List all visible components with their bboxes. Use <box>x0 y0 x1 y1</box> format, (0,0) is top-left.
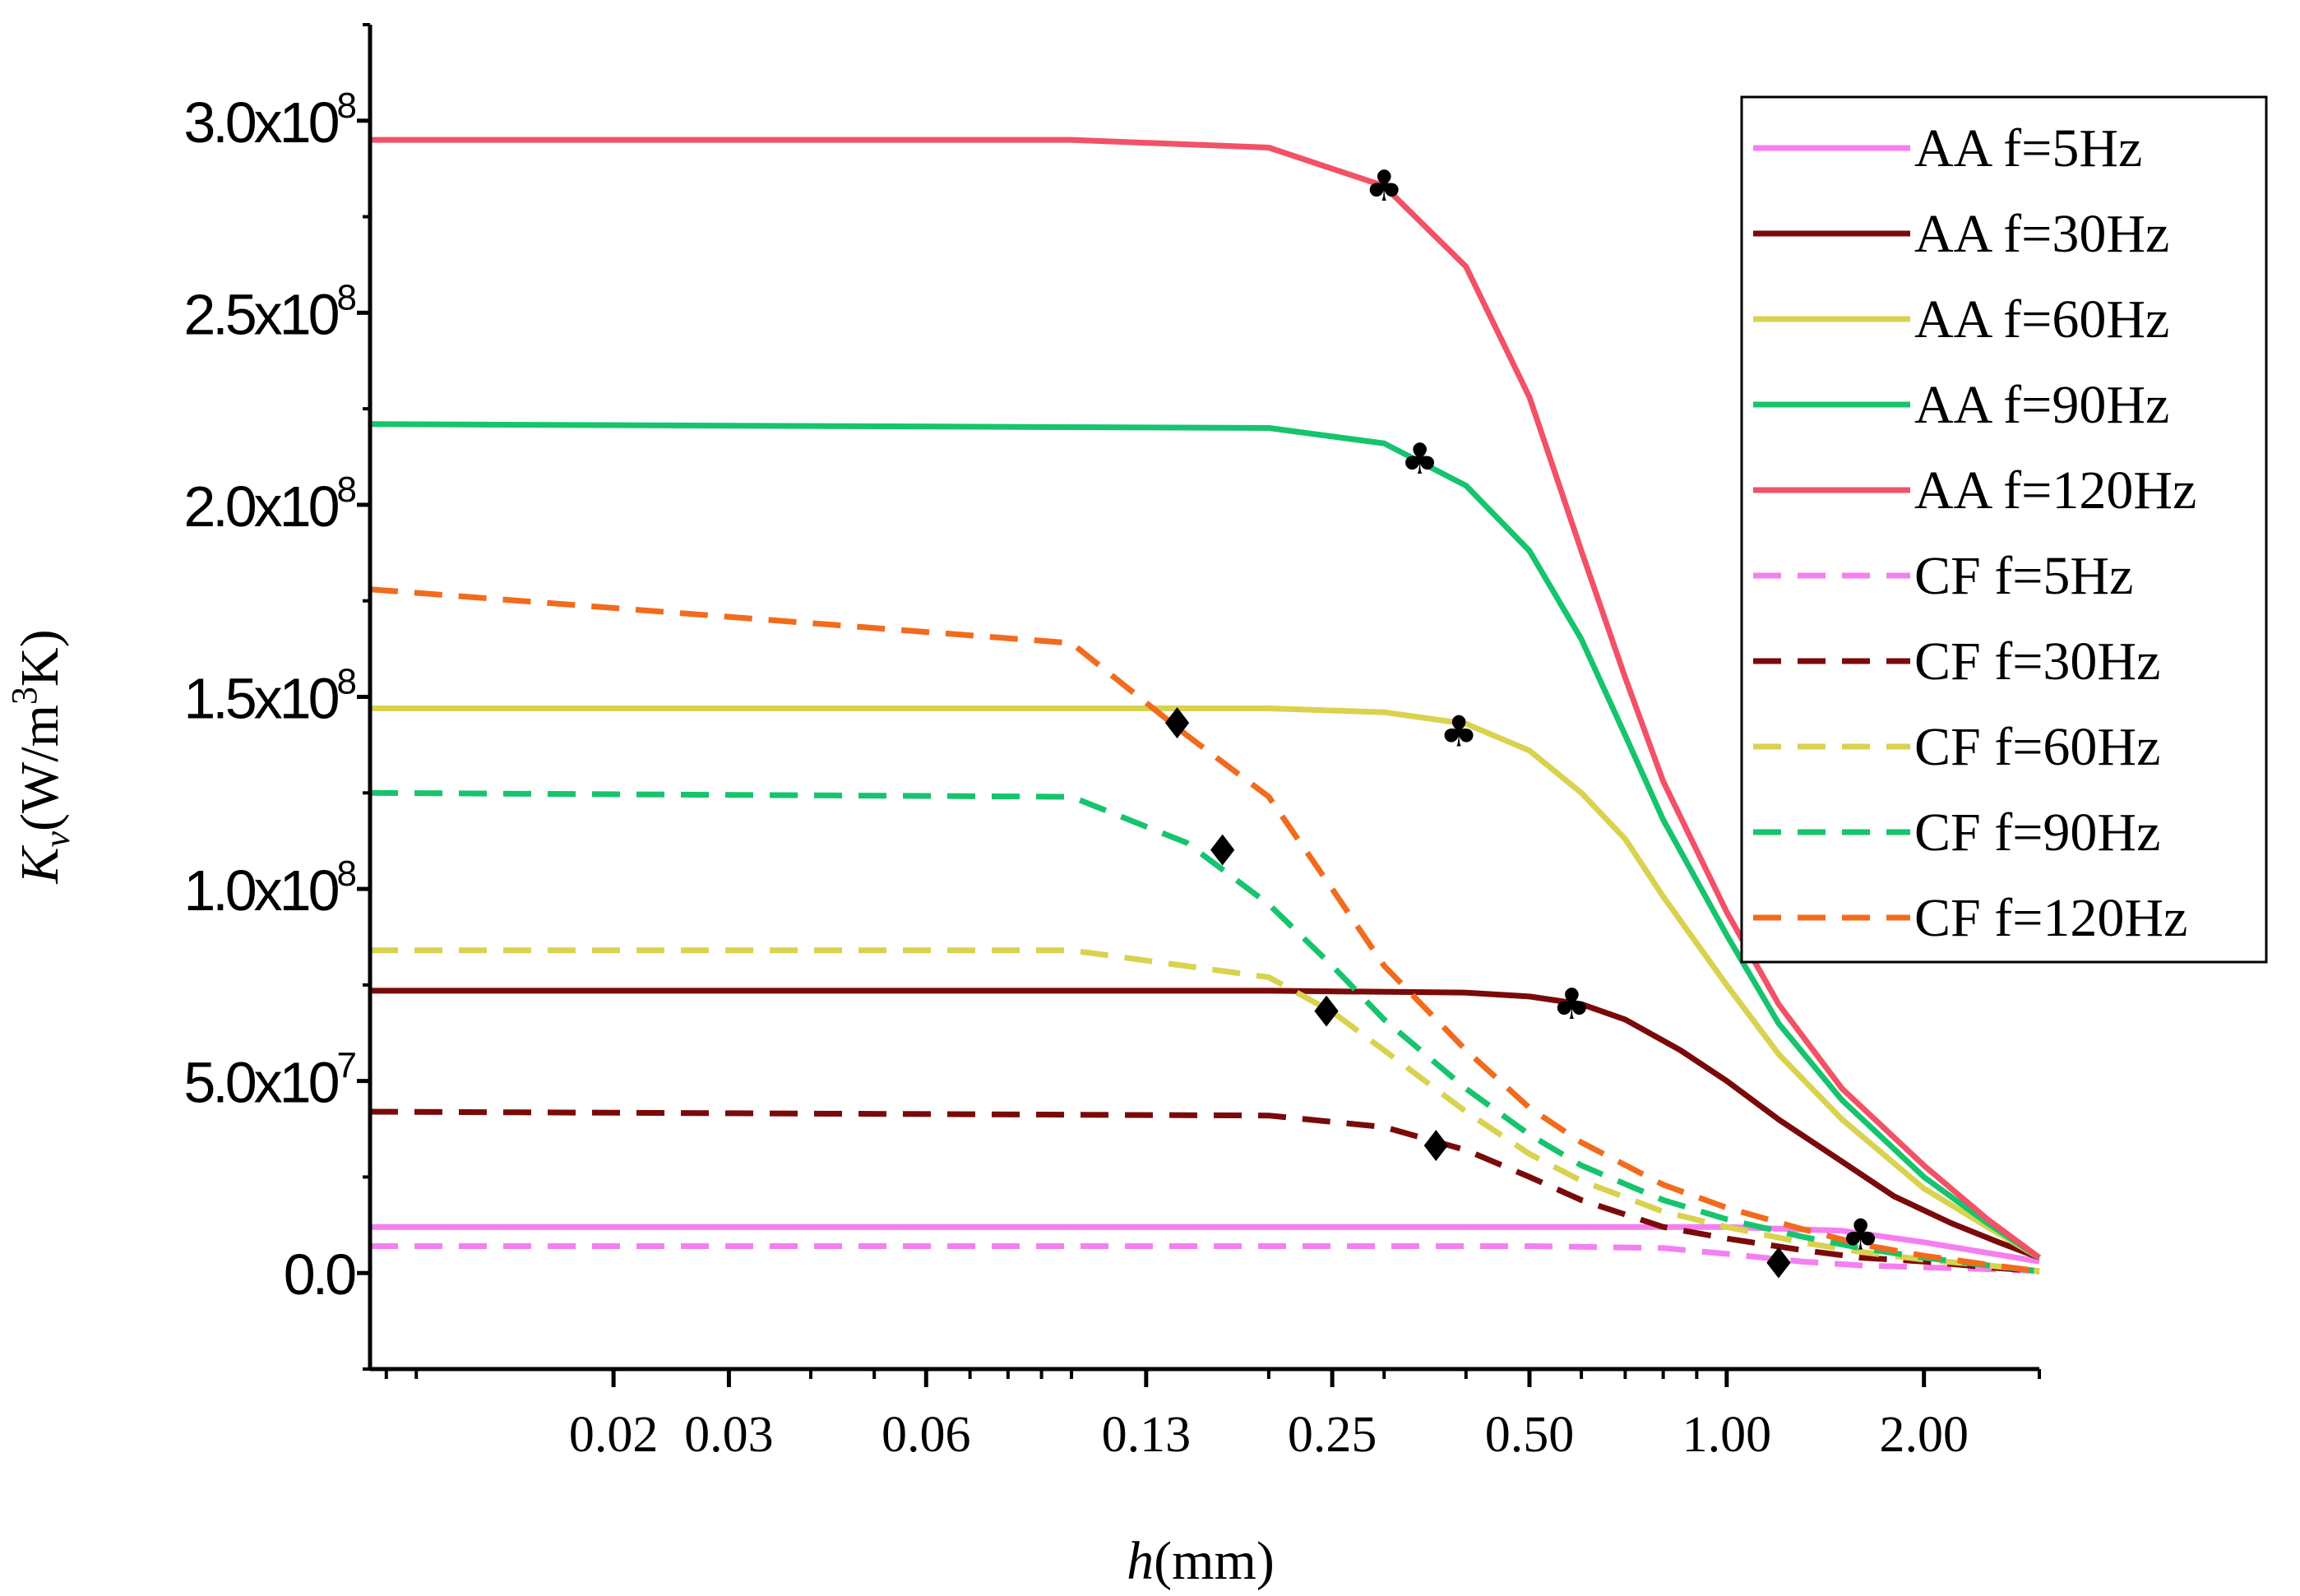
series-line-3 <box>369 421 2041 1261</box>
marker-layer: ♣ ♣ ♣ ♣ ♣ ♦ ♦ ♦ ♦ ♦ <box>1158 162 1880 1288</box>
legend-label-0: AA f=5Hz <box>1914 118 2142 178</box>
x-axis-title: h(mm) <box>1127 1531 1275 1591</box>
diamond-marker-5: ♦ <box>1158 700 1196 749</box>
club-marker-2: ♣ <box>1440 708 1479 757</box>
legend: AA f=5Hz AA f=30Hz AA f=60Hz AA f=90Hz AA f=… <box>1740 95 2268 964</box>
legend-label-5: CF f=5Hz <box>1914 546 2133 606</box>
y-tick-label-5: 2.5x108 <box>183 277 355 346</box>
x-tick-label-3: 0.13 <box>1102 1407 1192 1463</box>
y-tick-label-6: 3.0x108 <box>183 86 355 155</box>
diamond-marker-7: ♦ <box>1307 988 1346 1038</box>
club-marker-4: ♣ <box>1841 1211 1880 1261</box>
x-tick-label-7: 2.00 <box>1879 1407 1969 1463</box>
series-line-5 <box>370 1243 2040 1274</box>
y-axis-title: Kv(W/m3K) <box>4 629 77 884</box>
series-line-7 <box>370 947 2040 1274</box>
legend-label-1: AA f=30Hz <box>1914 204 2169 264</box>
y-tick-label-3: 1.5x108 <box>183 662 355 731</box>
series-line-6 <box>369 1108 2040 1274</box>
diamond-marker-8: ♦ <box>1417 1122 1455 1172</box>
y-tick-label-0: 0.0 <box>284 1242 355 1307</box>
legend-label-7: CF f=60Hz <box>1914 717 2160 777</box>
legend-label-2: AA f=60Hz <box>1914 289 2169 349</box>
legend-label-8: CF f=90Hz <box>1914 803 2160 863</box>
y-tick-label-2: 1.0x108 <box>183 854 355 923</box>
x-tick-label-5: 0.50 <box>1485 1407 1575 1463</box>
series-line-4 <box>370 136 2042 1261</box>
axes-layer: 0.0 5.0x107 1.0x108 1.5x108 2.0x108 2.5x108 3.… <box>183 23 2041 1463</box>
club-marker-3: ♣ <box>1553 980 1591 1029</box>
club-marker-1: ♣ <box>1400 435 1439 484</box>
diamond-marker-9: ♦ <box>1760 1240 1798 1289</box>
diamond-marker-6: ♦ <box>1203 826 1242 876</box>
legend-label-4: AA f=120Hz <box>1914 460 2196 520</box>
legend-label-3: AA f=90Hz <box>1914 375 2169 435</box>
x-tick-label-6: 1.00 <box>1682 1407 1772 1463</box>
x-tick-label-4: 0.25 <box>1288 1407 1377 1463</box>
x-tick-label-1: 0.03 <box>684 1407 774 1463</box>
legend-label-6: CF f=30Hz <box>1914 631 2160 692</box>
series-layer <box>369 136 2042 1274</box>
series-line-9 <box>369 586 2040 1274</box>
y-tick-label-4: 2.0x108 <box>183 470 355 539</box>
y-tick-label-1: 5.0x107 <box>183 1046 355 1115</box>
x-tick-label-0: 0.02 <box>569 1407 659 1463</box>
series-line-1 <box>370 988 2041 1261</box>
series-line-2 <box>370 705 2041 1261</box>
legend-label-9: CF f=120Hz <box>1914 888 2187 948</box>
x-tick-label-2: 0.06 <box>882 1407 971 1463</box>
club-marker-0: ♣ <box>1365 162 1404 211</box>
legend-box <box>1740 95 2268 964</box>
